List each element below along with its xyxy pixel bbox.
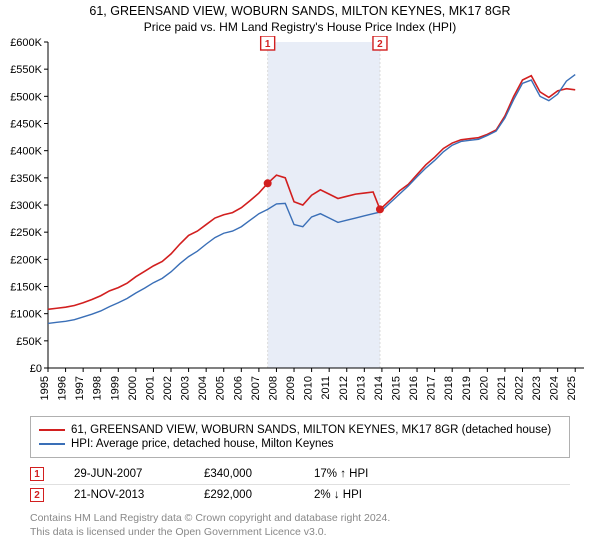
legend-box: 61, GREENSAND VIEW, WOBURN SANDS, MILTON… [30,416,570,458]
legend-row: 61, GREENSAND VIEW, WOBURN SANDS, MILTON… [39,424,561,436]
x-axis-label: 2022 [513,376,525,400]
event-date: 29-JUN-2007 [74,468,174,480]
event-delta: 2% ↓ HPI [314,489,404,501]
y-axis-label: £350K [10,173,42,185]
x-axis-label: 2020 [478,376,490,400]
y-axis-label: £300K [10,200,42,212]
footer-line: This data is licensed under the Open Gov… [30,525,570,539]
x-axis-label: 2001 [144,376,156,400]
footer-line: Contains HM Land Registry data © Crown c… [30,511,570,525]
event-row: 1 29-JUN-2007 £340,000 17% ↑ HPI [30,464,570,484]
event-price: £292,000 [204,489,284,501]
x-axis-label: 2006 [232,376,244,400]
chart-container: 61, GREENSAND VIEW, WOBURN SANDS, MILTON… [0,0,600,560]
y-axis-label: £250K [10,227,42,239]
event-marker-icon: 1 [30,467,44,481]
x-axis-label: 2013 [355,376,367,400]
chart-plot-area: £0 £50K £100K £150K £200K £250K £300K £350K £400… [0,36,600,410]
y-axis-label: £400K [10,146,42,158]
chart-title-address: 61, GREENSAND VIEW, WOBURN SANDS, MILTON… [0,4,600,18]
x-axis-label: 2005 [215,376,227,400]
x-axis-label: 2004 [197,376,209,400]
chart-subtitle: Price paid vs. HM Land Registry's House … [0,20,600,34]
x-axis-label: 2011 [320,376,332,400]
x-axis-label: 2010 [303,376,315,400]
x-axis-label: 2015 [390,376,402,400]
x-axis-label: 2021 [496,376,508,400]
event-delta: 17% ↑ HPI [314,468,404,480]
event-price: £340,000 [204,468,284,480]
event-table: 1 29-JUN-2007 £340,000 17% ↑ HPI 2 21-NO… [30,464,570,505]
x-axis-label: 2000 [127,376,139,400]
x-axis-label: 2019 [461,376,473,400]
x-axis-label: 2008 [267,376,279,400]
y-axis-label: £150K [10,282,42,294]
x-axis-label: 2002 [162,376,174,400]
y-axis-label: £550K [10,64,42,76]
event-date: 21-NOV-2013 [74,489,174,501]
x-axis-label: 2017 [426,376,438,400]
legend-swatch [39,443,65,445]
x-axis-label: 2014 [373,376,385,400]
title-block: 61, GREENSAND VIEW, WOBURN SANDS, MILTON… [0,0,600,36]
y-axis-label: £600K [10,37,42,49]
x-axis-label: 2007 [250,376,262,400]
event-row: 2 21-NOV-2013 £292,000 2% ↓ HPI [30,484,570,505]
x-axis-label: 1996 [57,376,69,400]
legend-label: 61, GREENSAND VIEW, WOBURN SANDS, MILTON… [71,424,551,436]
x-axis-label: 2016 [408,376,420,400]
footer-attribution: Contains HM Land Registry data © Crown c… [30,511,570,539]
x-axis-label: 2009 [285,376,297,400]
x-axis-label: 2024 [549,376,561,400]
x-axis-label: 1995 [39,376,51,400]
legend-row: HPI: Average price, detached house, Milt… [39,438,561,450]
event-marker-icon: 2 [30,488,44,502]
x-axis-label: 2012 [338,376,350,400]
y-axis-label: £200K [10,254,42,266]
x-axis-label: 2023 [531,376,543,400]
y-axis-label: £500K [10,91,42,103]
x-axis-label: 2025 [566,376,578,400]
y-axis-label: £100K [10,309,42,321]
x-axis-label: 1998 [92,376,104,400]
y-axis-label: £450K [10,119,42,131]
x-axis-label: 1999 [109,376,121,400]
y-axis-label: £50K [16,336,42,348]
line-chart-svg: £0 £50K £100K £150K £200K £250K £300K £350K £400… [0,36,600,410]
y-axis-label: £0 [30,363,42,375]
x-axis-label: 2018 [443,376,455,400]
legend-label: HPI: Average price, detached house, Milt… [71,438,334,450]
x-axis-label: 2003 [180,376,192,400]
svg-text:2: 2 [377,39,383,50]
svg-text:1: 1 [265,39,271,50]
legend-swatch [39,429,65,431]
x-axis-label: 1997 [74,376,86,400]
